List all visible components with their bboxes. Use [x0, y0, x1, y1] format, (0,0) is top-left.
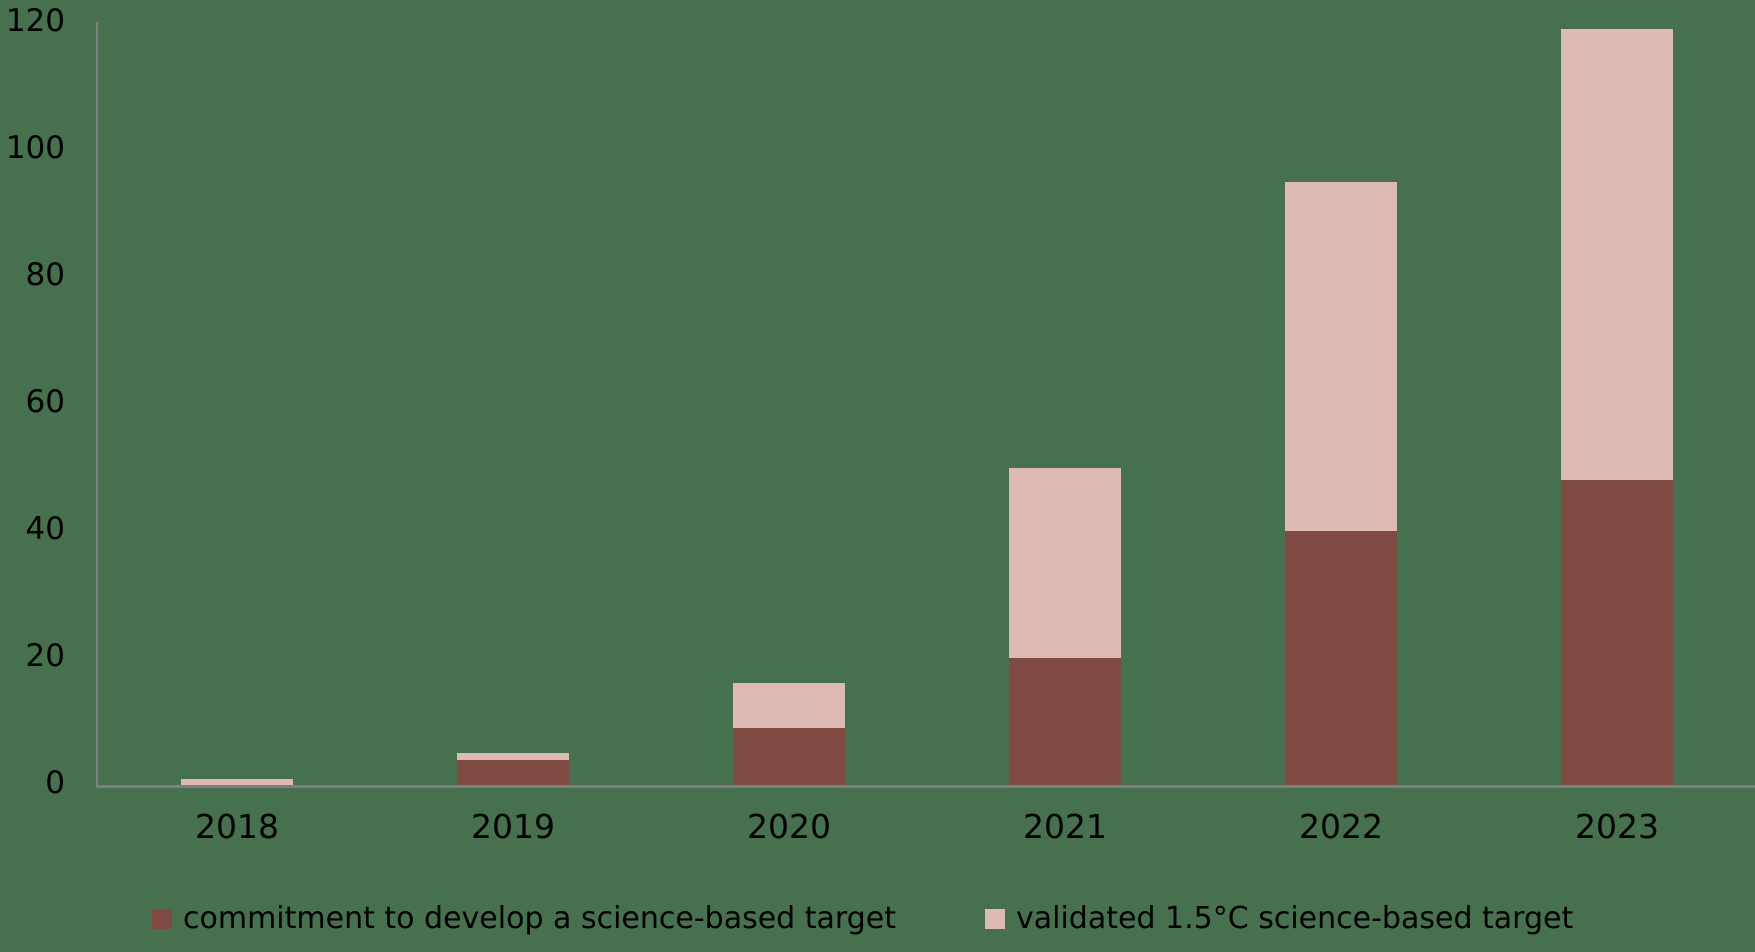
bar-2019-series-0 — [457, 759, 569, 785]
x-label-2021: 2021 — [1023, 807, 1107, 846]
y-tick-label-120: 120 — [5, 3, 65, 39]
bar-2020-series-1 — [733, 683, 845, 728]
bar-2022-series-1 — [1285, 181, 1397, 531]
y-tick-label-0: 0 — [45, 765, 65, 801]
y-tick-label-60: 60 — [25, 384, 65, 420]
x-label-2019: 2019 — [471, 807, 555, 846]
y-tick-label-40: 40 — [25, 511, 65, 547]
bar-2022-series-0 — [1285, 531, 1397, 785]
y-tick-label-80: 80 — [25, 257, 65, 293]
bar-2019-series-1 — [457, 753, 569, 760]
x-axis-line — [96, 785, 1755, 788]
bar-2021-series-1 — [1009, 467, 1121, 658]
x-label-2023: 2023 — [1575, 807, 1659, 846]
bar-2023-series-0 — [1561, 480, 1673, 785]
legend-item-commitment: commitment to develop a science-based ta… — [152, 898, 896, 940]
bar-2020-series-0 — [733, 727, 845, 785]
legend-item-validated: validated 1.5°C science-based target — [985, 898, 1573, 940]
legend-label-validated: validated 1.5°C science-based target — [1016, 901, 1574, 936]
bar-2021-series-0 — [1009, 658, 1121, 785]
bar-2018-series-1 — [181, 778, 293, 785]
x-label-2018: 2018 — [195, 807, 279, 846]
y-tick-label-20: 20 — [25, 638, 65, 674]
bar-2023-series-1 — [1561, 29, 1673, 481]
legend-swatch-commitment-icon — [152, 909, 172, 929]
x-label-2020: 2020 — [747, 807, 831, 846]
y-axis-line — [96, 22, 98, 787]
x-label-2022: 2022 — [1299, 807, 1383, 846]
y-tick-label-100: 100 — [5, 130, 65, 166]
legend-swatch-validated-icon — [985, 909, 1005, 929]
legend-label-commitment: commitment to develop a science-based ta… — [183, 901, 896, 936]
